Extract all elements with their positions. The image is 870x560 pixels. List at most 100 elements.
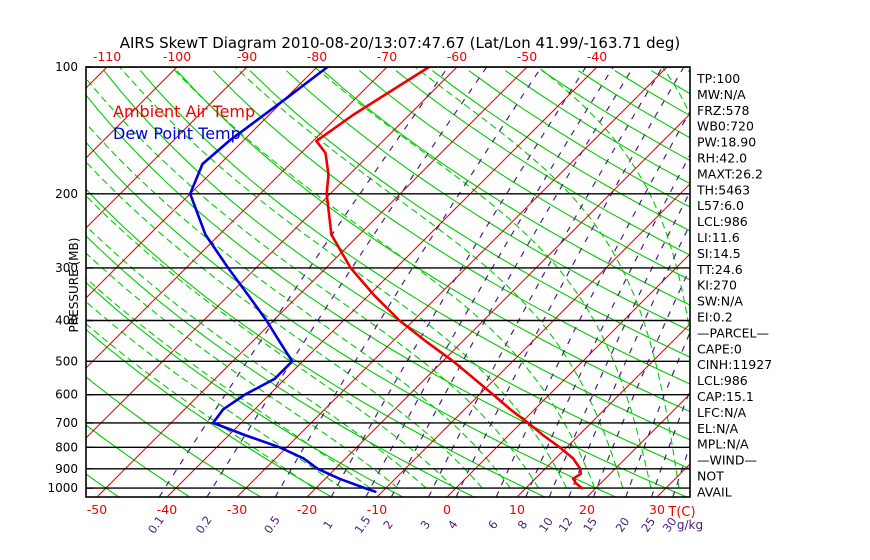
index-value: CAPE:0: [697, 341, 742, 356]
index-value: AVAIL: [697, 484, 732, 499]
isotherm-line: [86, 67, 318, 299]
moist-adiabat-line: [86, 323, 315, 489]
mixing-ratio-line: [206, 67, 488, 497]
mixing-ratio-line: [592, 266, 690, 497]
pressure-tick-label: 500: [55, 354, 78, 368]
moist-adiabat-line: [314, 67, 652, 489]
dry-adiabat-line: [213, 70, 690, 385]
pressure-tick-label: 800: [55, 440, 78, 454]
top-temperature-tick-label: -50: [517, 49, 537, 64]
isotherm-line: [236, 67, 668, 497]
top-temperature-tick-label: -90: [237, 49, 257, 64]
index-panel: TP:100MW:N/AFRZ:578WB0:720PW:18.90RH:42.…: [696, 71, 772, 499]
bottom-temperature-tick-labels: -50 -40 -30 -20 -10 0 10 20 30: [87, 502, 665, 517]
index-value: SW:N/A: [697, 294, 743, 309]
index-value: MAXT:26.2: [697, 166, 763, 181]
bottom-temperature-tick-label: -10: [367, 502, 387, 517]
dry-adiabat-line: [86, 328, 333, 497]
sounding-curves: [188, 67, 584, 494]
legend-dew-point-temp: Dew Point Temp: [113, 124, 241, 143]
dry-adiabat-line: [86, 424, 191, 497]
moist-adiabat-line: [414, 67, 680, 489]
isotherm-line: [86, 67, 178, 159]
pressure-tick-label: 100: [55, 60, 78, 74]
isotherm-line: [586, 393, 690, 497]
top-temperature-tick-labels: -110 -100 -90 -80 -70 -60 -50 -40: [93, 49, 607, 64]
dry-adiabat-line: [432, 70, 690, 232]
bottom-temperature-tick-label: 0: [443, 502, 451, 517]
moist-adiabat-line: [86, 122, 511, 489]
mixing-ratio-line: [495, 110, 690, 497]
mixing-ratio-tick-label: 10: [536, 515, 556, 535]
top-temperature-tick-label: -100: [163, 49, 191, 64]
moist-adiabat-line: [86, 300, 343, 489]
index-value: —PARCEL—: [697, 325, 769, 340]
dry-adiabat-line: [504, 70, 690, 185]
pressure-tick-label: 700: [55, 416, 78, 430]
index-value: MW:N/A: [697, 87, 746, 102]
dry-adiabat-line: [86, 376, 262, 497]
mixing-ratio-lines: [158, 67, 690, 497]
top-temperature-tick-label: -80: [307, 49, 327, 64]
pressure-tick-label: 200: [55, 187, 78, 201]
mixing-ratio-tick-label: 30: [660, 515, 680, 535]
dry-adiabat-line: [322, 70, 690, 306]
mixing-ratio-tick-label: 25: [638, 515, 658, 535]
mixing-ratio-line: [158, 67, 449, 497]
isotherm-line: [306, 113, 690, 497]
pressure-tick-labels: 100 200 300 400 500 600 700 800 900 1000: [47, 60, 78, 495]
bottom-temperature-tick-label: -50: [87, 502, 107, 517]
mixing-ratio-tick-label: 12: [556, 515, 576, 535]
x-axis-mixing-label: g/kg: [677, 518, 703, 532]
mixing-ratio-line: [625, 330, 690, 497]
index-value: FRZ:578: [697, 103, 750, 118]
moist-adiabat-line: [86, 252, 399, 489]
dry-adiabat-line: [86, 94, 688, 497]
dry-adiabat-line: [359, 70, 690, 281]
pressure-tick-label: 400: [55, 314, 78, 328]
isotherm-line: [86, 67, 388, 369]
index-value: SI:14.5: [697, 246, 741, 261]
mixing-ratio-line: [455, 67, 685, 497]
y-axis-label: PRESSURE (MB): [67, 238, 81, 333]
top-temperature-tick-label: -40: [587, 49, 607, 64]
mixing-ratio-line: [568, 223, 690, 497]
legend-ambient-air-temp: Ambient Air Temp: [113, 102, 255, 121]
mixing-ratio-line: [672, 444, 690, 497]
x-axis-temp-label: T(C): [667, 505, 695, 520]
index-value: LFC:N/A: [697, 405, 747, 420]
bottom-temperature-tick-label: 30: [649, 502, 665, 517]
dry-adiabat-line: [395, 70, 690, 256]
moist-adiabat-line: [537, 67, 690, 337]
isotherm-line: [96, 67, 528, 497]
isotherm-line: [86, 67, 248, 229]
moist-adiabat-line: [86, 77, 539, 489]
moist-adiabat-line: [86, 277, 371, 489]
index-value: LI:11.6: [697, 230, 740, 245]
mixing-ratio-line: [525, 153, 690, 497]
index-value: MPL:N/A: [697, 437, 749, 452]
moist-adiabat-line: [119, 67, 568, 489]
index-value: CINH:11927: [697, 357, 772, 372]
pressure-tick-label: 600: [55, 388, 78, 402]
index-value: —WIND—: [697, 453, 757, 468]
index-value: PW:18.90: [697, 135, 756, 150]
top-temperature-tick-label: -70: [377, 49, 397, 64]
mixing-ratio-tick-label: 20: [613, 515, 633, 535]
dry-adiabat-line: [249, 70, 690, 358]
mixing-ratio-line: [390, 67, 634, 497]
bottom-temperature-tick-label: -30: [227, 502, 247, 517]
pressure-tick-label: 1000: [47, 481, 78, 495]
isotherm-line: [166, 67, 598, 497]
pressure-tick-marks: [86, 66, 93, 489]
dry-adiabat-line: [86, 141, 617, 497]
index-value: LCL:986: [697, 373, 748, 388]
index-value: TH:5463: [696, 182, 750, 197]
pressure-tick-label: 900: [55, 462, 78, 476]
index-value: KI:270: [697, 278, 737, 293]
plot-frame: [85, 66, 691, 498]
index-value: RH:42.0: [697, 151, 747, 166]
index-value: L57:6.0: [697, 198, 744, 213]
sounding-curve: [188, 67, 377, 494]
